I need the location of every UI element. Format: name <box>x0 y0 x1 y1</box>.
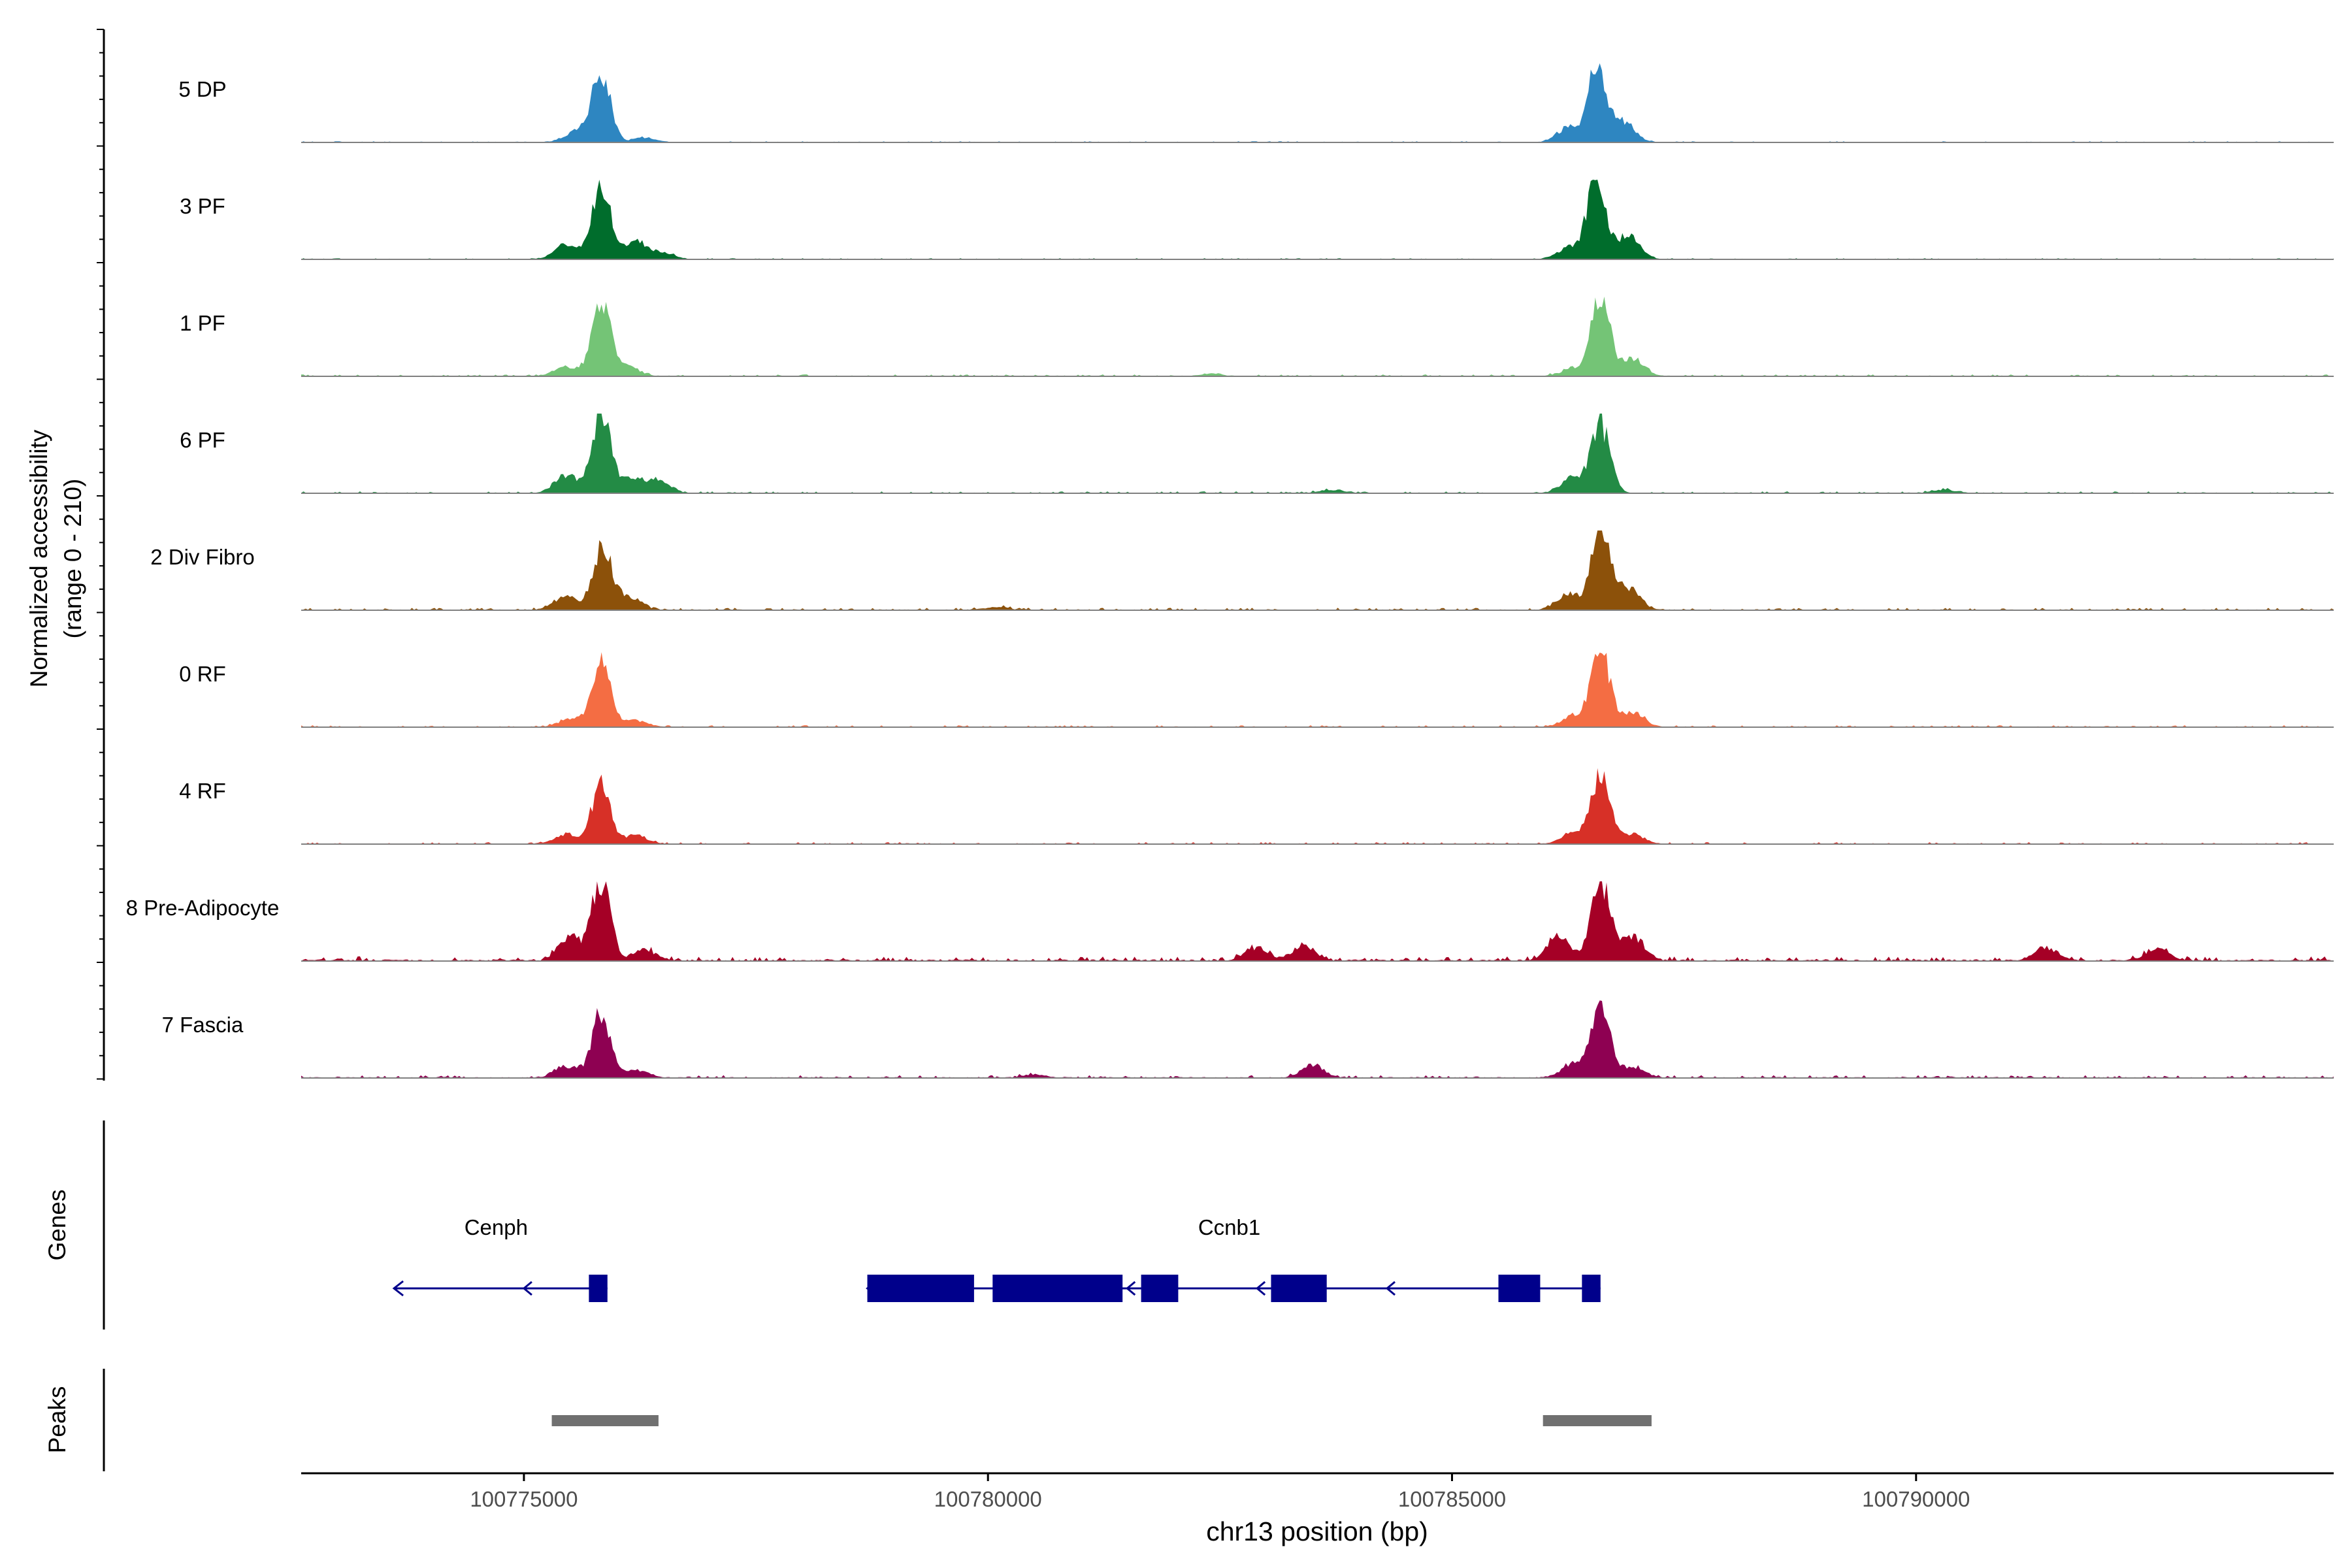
gene-annotations: Cenph Ccnb1 <box>392 1215 1601 1302</box>
track-2-div-fibro: 2 Div Fibro <box>150 531 2334 611</box>
track-1-pf: 1 PF <box>180 297 2334 377</box>
y-axis-ticks <box>97 29 104 1080</box>
strand-arrow <box>392 1280 404 1297</box>
x-axis-ticks: 100775000 100780000 100785000 100790000 <box>470 1473 1970 1511</box>
track-4-rf: 4 RF <box>179 768 2334 845</box>
strand-arrow <box>522 1281 532 1296</box>
track-label: 1 PF <box>180 311 225 335</box>
track-6-pf: 6 PF <box>180 414 2334 494</box>
coverage-area <box>301 414 2334 493</box>
track-5-dp: 5 DP <box>178 63 2334 143</box>
track-0-rf: 0 RF <box>179 652 2334 728</box>
x-tick-label: 100790000 <box>1862 1487 1970 1511</box>
coverage-area <box>301 1000 2334 1078</box>
peaks-track-label: Peaks <box>44 1386 71 1454</box>
coverage-area <box>301 531 2334 610</box>
track-8-pre-adipocyte: 8 Pre-Adipocyte <box>126 881 2334 962</box>
coverage-area <box>301 63 2334 142</box>
track-label: 3 PF <box>180 194 225 218</box>
peak-region <box>551 1415 659 1426</box>
coverage-area <box>301 768 2334 844</box>
genes-track-label: Genes <box>44 1189 71 1260</box>
coverage-area <box>301 881 2334 961</box>
peak-regions <box>551 1415 1652 1426</box>
gene-exon <box>1141 1275 1179 1302</box>
track-label: 6 PF <box>180 428 225 452</box>
track-label: 8 Pre-Adipocyte <box>126 896 280 920</box>
gene-exon <box>992 1275 1123 1302</box>
y-axis-label: Normalized accessibility <box>25 429 52 687</box>
gene-label: Cenph <box>465 1215 528 1239</box>
strand-arrow <box>1385 1281 1396 1296</box>
track-7-fascia: 7 Fascia <box>162 1000 2334 1079</box>
x-tick-label: 100785000 <box>1398 1487 1506 1511</box>
track-label: 0 RF <box>179 662 226 686</box>
strand-arrow <box>1125 1281 1136 1296</box>
gene-exon <box>1582 1275 1601 1302</box>
gene-exon <box>1271 1275 1327 1302</box>
track-label: 5 DP <box>178 77 226 101</box>
x-tick-label: 100775000 <box>470 1487 578 1511</box>
coverage-area <box>301 297 2334 376</box>
track-label: 2 Div Fibro <box>150 545 255 569</box>
gene-ccnb1: Ccnb1 <box>866 1215 1601 1302</box>
coverage-tracks: 5 DP 3 PF 1 PF 6 PF 2 Div Fibro 0 RF 4 RF 8 Pre… <box>126 63 2334 1079</box>
gene-label: Ccnb1 <box>1198 1215 1260 1239</box>
y-axis-range-label: (range 0 - 210) <box>59 479 86 639</box>
coverage-area <box>301 180 2334 259</box>
gene-cenph: Cenph <box>392 1215 608 1302</box>
track-label: 4 RF <box>179 779 226 803</box>
gene-exon <box>1498 1275 1541 1302</box>
gene-exon <box>867 1275 974 1302</box>
track-label: 7 Fascia <box>162 1013 244 1037</box>
x-tick-label: 100780000 <box>934 1487 1042 1511</box>
track-3-pf: 3 PF <box>180 180 2334 260</box>
x-axis-label: chr13 position (bp) <box>1206 1516 1428 1546</box>
strand-arrow <box>1255 1281 1266 1296</box>
peak-region <box>1543 1415 1652 1426</box>
coverage-area <box>301 652 2334 727</box>
gene-exon <box>589 1275 608 1302</box>
